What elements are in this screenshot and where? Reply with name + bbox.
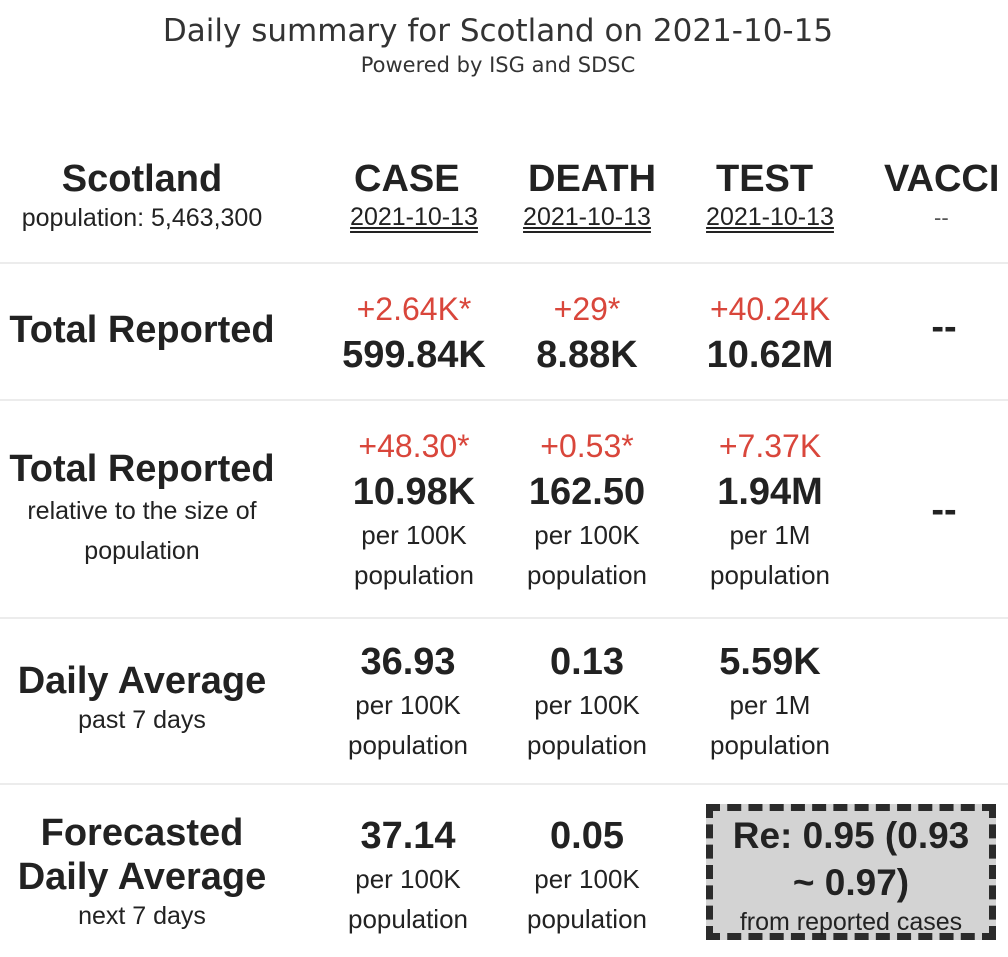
daily-case-unit-population: population bbox=[348, 730, 468, 760]
forecast-case-value: 37.14 bbox=[360, 815, 456, 857]
page-subtitle: Powered by ISG and SDSC bbox=[360, 53, 636, 77]
total-death-delta: +29* bbox=[553, 291, 621, 327]
forecast-death-cell: 0.05 per 100K population bbox=[502, 813, 672, 939]
column-header-row: Scotland population: 5,463,300 CASE 2021… bbox=[0, 158, 1008, 258]
daily-average-title: Daily Average bbox=[17, 660, 267, 702]
forecast-title-line2: Daily Average bbox=[17, 856, 267, 898]
re-estimate-source: from reported cases bbox=[739, 908, 963, 936]
relative-death-value: 162.50 bbox=[528, 471, 646, 513]
case-date-link[interactable]: 2021-10-13 bbox=[350, 203, 478, 231]
relative-label: Total Reported relative to the size of p… bbox=[0, 447, 284, 571]
total-death-cell: +29* 8.88K bbox=[502, 286, 672, 378]
relative-death-delta: +0.53* bbox=[540, 428, 634, 464]
test-date-link[interactable]: 2021-10-13 bbox=[706, 203, 834, 231]
vaccine-date: -- bbox=[934, 205, 949, 230]
forecast-death-value: 0.05 bbox=[550, 815, 624, 857]
daily-case-cell: 36.93 per 100K population bbox=[318, 639, 498, 765]
total-vaccine-value: -- bbox=[931, 306, 957, 348]
forecast-subtitle: next 7 days bbox=[78, 902, 206, 930]
relative-death-cell: +0.53* 162.50 per 100K population bbox=[502, 423, 672, 595]
total-death-value: 8.88K bbox=[536, 334, 638, 376]
vaccine-column-label: VACCI bbox=[884, 158, 1000, 200]
total-vaccine-cell: -- bbox=[884, 306, 1004, 349]
daily-death-unit-population: population bbox=[527, 730, 647, 760]
total-case-cell: +2.64K* 599.84K bbox=[324, 286, 504, 378]
total-case-value: 599.84K bbox=[342, 334, 486, 376]
total-case-delta: +2.64K* bbox=[356, 291, 472, 327]
forecast-case-cell: 37.14 per 100K population bbox=[318, 813, 498, 939]
page-header: Daily summary for Scotland on 2021-10-15… bbox=[0, 12, 996, 78]
relative-death-unit: per 100K bbox=[534, 520, 640, 550]
daily-average-row: Daily Average past 7 days 36.93 per 100K… bbox=[0, 619, 1008, 783]
daily-death-value: 0.13 bbox=[550, 641, 624, 683]
re-estimate-box: Re: 0.95 (0.93 ~ 0.97) from reported cas… bbox=[706, 804, 996, 940]
test-column-header: TEST 2021-10-13 bbox=[680, 158, 860, 232]
forecast-title-line1: Forecasted bbox=[40, 812, 244, 854]
forecast-label: Forecasted Daily Average next 7 days bbox=[0, 811, 284, 933]
relative-vaccine-cell: -- bbox=[884, 489, 1004, 532]
total-reported-title: Total Reported bbox=[9, 309, 275, 351]
re-estimate-line2: ~ 0.97) bbox=[792, 862, 910, 903]
daily-test-unit: per 1M bbox=[729, 690, 811, 720]
daily-test-cell: 5.59K per 1M population bbox=[680, 639, 860, 765]
relative-subtitle-line2: population bbox=[84, 537, 200, 565]
daily-test-unit-population: population bbox=[710, 730, 830, 760]
relative-test-cell: +7.37K 1.94M per 1M population bbox=[680, 423, 860, 595]
re-estimate-line1: Re: 0.95 (0.93 bbox=[732, 815, 970, 856]
death-column-header: DEATH 2021-10-13 bbox=[502, 158, 672, 232]
total-test-value: 10.62M bbox=[706, 334, 834, 376]
region-population: population: 5,463,300 bbox=[21, 204, 263, 232]
total-test-delta: +40.24K bbox=[709, 291, 831, 327]
daily-test-value: 5.59K bbox=[719, 641, 821, 683]
test-column-label: TEST bbox=[716, 158, 814, 200]
relative-case-unit: per 100K bbox=[361, 520, 467, 550]
vaccine-column-header: VACCI -- bbox=[884, 158, 1008, 232]
row-divider bbox=[0, 262, 1008, 264]
total-reported-label: Total Reported bbox=[0, 308, 284, 352]
row-divider bbox=[0, 399, 1008, 401]
relative-test-unit: per 1M bbox=[729, 520, 811, 550]
relative-row: Total Reported relative to the size of p… bbox=[0, 401, 1008, 617]
relative-case-unit-population: population bbox=[354, 560, 474, 590]
relative-case-delta: +48.30* bbox=[358, 428, 470, 464]
row-divider bbox=[0, 783, 1008, 785]
region-name: Scotland bbox=[61, 158, 223, 200]
forecast-case-unit: per 100K bbox=[355, 864, 461, 894]
death-date-link[interactable]: 2021-10-13 bbox=[523, 203, 651, 231]
case-column-label: CASE bbox=[354, 158, 460, 200]
total-reported-row: Total Reported +2.64K* 599.84K +29* 8.88… bbox=[0, 264, 1008, 400]
case-column-header: CASE 2021-10-13 bbox=[324, 158, 504, 232]
relative-vaccine-value: -- bbox=[931, 489, 957, 531]
daily-case-unit: per 100K bbox=[355, 690, 461, 720]
daily-average-label: Daily Average past 7 days bbox=[0, 659, 284, 737]
region-header: Scotland population: 5,463,300 bbox=[0, 158, 284, 236]
forecast-death-unit-population: population bbox=[527, 904, 647, 934]
relative-title: Total Reported bbox=[9, 448, 275, 490]
relative-test-unit-population: population bbox=[710, 560, 830, 590]
forecast-row: Forecasted Daily Average next 7 days 37.… bbox=[0, 785, 1008, 957]
forecast-death-unit: per 100K bbox=[534, 864, 640, 894]
relative-subtitle-line1: relative to the size of bbox=[27, 497, 257, 525]
forecast-case-unit-population: population bbox=[348, 904, 468, 934]
daily-death-unit: per 100K bbox=[534, 690, 640, 720]
death-column-label: DEATH bbox=[528, 158, 657, 200]
total-test-cell: +40.24K 10.62M bbox=[680, 286, 860, 378]
daily-average-subtitle: past 7 days bbox=[78, 706, 206, 734]
relative-death-unit-population: population bbox=[527, 560, 647, 590]
daily-death-cell: 0.13 per 100K population bbox=[502, 639, 672, 765]
row-divider bbox=[0, 617, 1008, 619]
relative-test-value: 1.94M bbox=[717, 471, 823, 513]
daily-case-value: 36.93 bbox=[360, 641, 456, 683]
relative-test-delta: +7.37K bbox=[718, 428, 822, 464]
relative-case-value: 10.98K bbox=[352, 471, 476, 513]
relative-case-cell: +48.30* 10.98K per 100K population bbox=[324, 423, 504, 595]
page-title: Daily summary for Scotland on 2021-10-15 bbox=[162, 13, 834, 49]
